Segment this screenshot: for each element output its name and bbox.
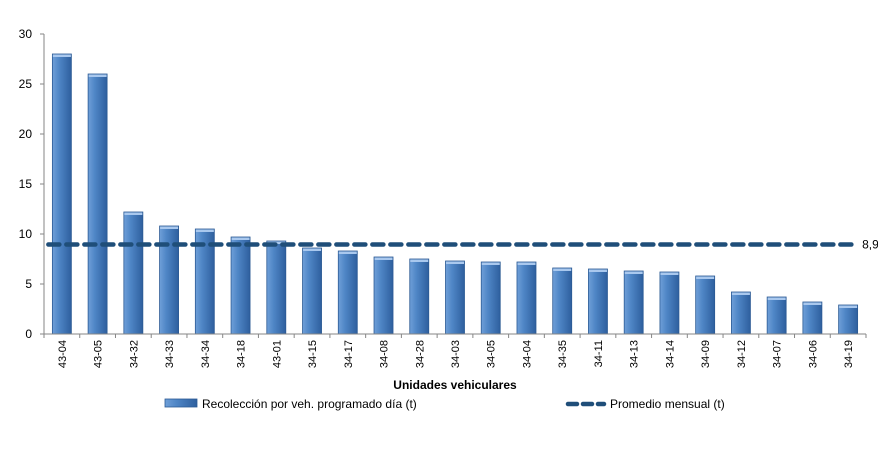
bar-highlight xyxy=(303,248,322,251)
bar xyxy=(802,301,823,335)
bar-highlight xyxy=(839,305,858,308)
x-tick-label: 34-35 xyxy=(557,340,569,368)
y-tick-label: 10 xyxy=(19,227,33,241)
x-tick-label: 34-12 xyxy=(736,340,748,368)
bars xyxy=(51,53,859,335)
bar-highlight xyxy=(124,212,143,215)
x-tick-label: 43-05 xyxy=(93,340,105,368)
y-tick-label: 30 xyxy=(19,27,33,41)
legend: Recolección por veh. programado día (t) … xyxy=(164,397,725,411)
bar xyxy=(838,304,859,335)
legend-bar-swatch xyxy=(164,398,198,408)
x-axis: 43-04 43-05 34-32 34-33 34-34 34-18 43-01 34-15… xyxy=(43,333,867,368)
bar xyxy=(516,261,537,335)
bar-highlight xyxy=(481,262,500,265)
bar-highlight xyxy=(374,257,393,260)
bar xyxy=(552,267,573,335)
bar-highlight xyxy=(731,292,750,295)
x-tick-label: 34-34 xyxy=(200,340,212,368)
x-tick-label: 34-06 xyxy=(807,340,819,368)
bar xyxy=(445,260,465,335)
bar xyxy=(337,250,358,335)
x-tick-label: 34-14 xyxy=(664,340,676,368)
bar-highlight xyxy=(517,262,536,265)
bar-highlight xyxy=(446,261,464,264)
x-tick-label: 34-03 xyxy=(450,340,462,368)
x-tick-label: 43-01 xyxy=(271,340,283,368)
bar xyxy=(588,268,608,335)
y-tick-label: 5 xyxy=(25,277,32,291)
bar xyxy=(659,271,680,335)
bar-highlight xyxy=(410,259,429,262)
x-axis-title: Unidades vehiculares xyxy=(393,378,517,392)
bar-highlight xyxy=(88,74,107,77)
y-tick-label: 25 xyxy=(19,77,33,91)
x-tick-label: 34-05 xyxy=(486,340,498,368)
bar-highlight xyxy=(553,268,572,271)
x-tick-label: 34-32 xyxy=(128,340,140,368)
x-tick-label: 34-28 xyxy=(414,340,426,368)
bar xyxy=(480,261,501,335)
bar xyxy=(51,53,72,335)
bar-highlight xyxy=(696,276,715,279)
bar xyxy=(409,258,430,335)
x-tick-label: 34-17 xyxy=(343,340,355,368)
bar xyxy=(695,275,716,335)
bar-highlight xyxy=(231,237,250,240)
bar xyxy=(623,270,644,335)
bar xyxy=(373,256,394,335)
bar xyxy=(123,211,144,335)
bar xyxy=(731,291,751,335)
x-tick-label: 34-19 xyxy=(843,340,855,368)
bar xyxy=(302,247,322,335)
x-tick-label: 34-11 xyxy=(593,340,605,367)
bar-highlight xyxy=(767,297,786,300)
x-tick-label: 34-07 xyxy=(772,340,784,368)
average-line: 8,95 xyxy=(46,238,878,252)
y-tick-label: 0 xyxy=(25,327,32,341)
x-tick-label: 34-04 xyxy=(521,340,533,368)
bar-highlight xyxy=(588,269,607,272)
legend-bar-label: Recolección por veh. programado día (t) xyxy=(202,397,417,411)
legend-line-label: Promedio mensual (t) xyxy=(610,397,725,411)
x-tick-label: 34-18 xyxy=(236,340,248,368)
bar xyxy=(87,73,108,335)
bar-highlight xyxy=(803,302,822,305)
bar-highlight xyxy=(660,272,679,275)
x-tick-label: 34-33 xyxy=(164,340,176,368)
bar-highlight xyxy=(624,271,643,274)
bar xyxy=(159,225,179,335)
bar xyxy=(266,240,287,335)
average-value-label: 8,95 xyxy=(862,238,878,252)
x-tick-label: 34-08 xyxy=(379,340,391,368)
bar-highlight xyxy=(52,54,71,57)
bar-highlight xyxy=(195,229,214,232)
bar xyxy=(766,296,787,335)
bar-highlight xyxy=(160,226,179,229)
y-tick-label: 15 xyxy=(19,177,33,191)
bar xyxy=(230,236,251,335)
x-tick-label: 43-04 xyxy=(57,340,69,368)
x-tick-label: 34-09 xyxy=(700,340,712,368)
x-tick-label: 34-15 xyxy=(307,340,319,368)
bar-highlight xyxy=(338,251,357,254)
y-axis: 0 5 10 15 20 25 30 xyxy=(19,27,45,341)
x-tick-label: 34-13 xyxy=(629,340,641,368)
y-tick-label: 20 xyxy=(19,127,33,141)
